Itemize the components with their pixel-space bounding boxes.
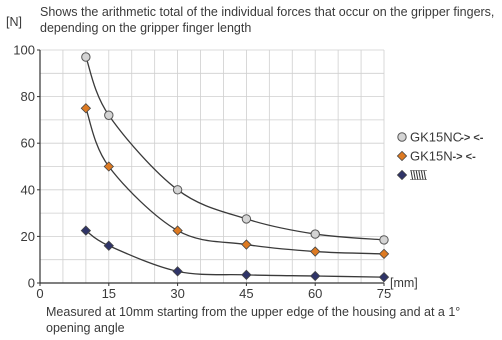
x-axis-unit-label: [mm] bbox=[390, 276, 418, 290]
legend-arrows-1: -> <- bbox=[460, 132, 484, 144]
spring-coil bbox=[423, 170, 427, 180]
data-point-series-3 bbox=[103, 240, 114, 251]
chart-axes bbox=[39, 50, 384, 284]
legend-marker-3 bbox=[396, 169, 408, 181]
y-tick-label: 80 bbox=[21, 89, 35, 104]
data-point-series-1 bbox=[81, 52, 91, 62]
x-tick-label: 30 bbox=[170, 286, 184, 301]
data-point-series-1 bbox=[379, 235, 389, 245]
series-line-3 bbox=[85, 230, 385, 278]
spring-coil bbox=[420, 170, 424, 180]
spring-icon bbox=[410, 170, 427, 180]
legend-marker-1 bbox=[397, 132, 407, 142]
x-tick-label: 75 bbox=[377, 286, 391, 301]
legend-marker-2 bbox=[396, 150, 408, 162]
spring-coil bbox=[410, 170, 414, 180]
data-point-series-1 bbox=[310, 229, 320, 239]
y-tick-label: 0 bbox=[28, 276, 35, 291]
y-tick-label: 40 bbox=[21, 182, 35, 197]
chart-grid bbox=[40, 49, 385, 283]
data-point-series-3 bbox=[241, 269, 252, 281]
legend-label-1: GK15NC bbox=[410, 130, 462, 145]
x-tick-label: 60 bbox=[308, 286, 322, 301]
data-point-series-2 bbox=[310, 246, 321, 257]
chart-footnote: Measured at 10mm starting from the upper… bbox=[46, 305, 461, 335]
chart-legend: GK15NC-> <-GK15N -> <- bbox=[396, 130, 484, 181]
chart-tick-labels: 0 20 40 60 80 100 0 15 30 45 60 75 bbox=[13, 43, 391, 302]
data-point-series-2 bbox=[241, 239, 252, 250]
x-tick-label: 45 bbox=[239, 286, 253, 301]
data-point-series-3 bbox=[310, 270, 321, 282]
x-tick-label: 15 bbox=[102, 286, 116, 301]
spring-coil bbox=[418, 170, 421, 180]
legend-arrows-2: -> <- bbox=[453, 151, 477, 163]
y-tick-label: 100 bbox=[13, 43, 35, 58]
data-point-series-1 bbox=[241, 214, 252, 224]
y-tick-label: 60 bbox=[21, 136, 35, 151]
data-point-series-1 bbox=[172, 185, 183, 195]
data-point-series-3 bbox=[378, 272, 390, 283]
data-point-series-2 bbox=[103, 161, 114, 172]
y-axis-unit-label: [N] bbox=[6, 15, 22, 29]
data-point-series-2 bbox=[378, 248, 390, 260]
data-point-series-1 bbox=[104, 110, 114, 120]
chart-description: Shows the arithmetic total of the indivi… bbox=[40, 5, 495, 35]
data-point-series-3 bbox=[172, 266, 183, 277]
series-line-2 bbox=[85, 108, 385, 255]
data-point-series-2 bbox=[172, 225, 183, 236]
legend-label-2: GK15N bbox=[410, 149, 453, 164]
data-point-series-3 bbox=[80, 225, 92, 236]
chart-series bbox=[80, 52, 390, 283]
data-point-series-2 bbox=[80, 103, 92, 114]
y-tick-label: 20 bbox=[21, 229, 35, 244]
x-tick-label: 0 bbox=[36, 286, 43, 301]
spring-coil bbox=[415, 170, 419, 180]
series-line-1 bbox=[85, 56, 385, 241]
spring-coil bbox=[413, 170, 416, 180]
